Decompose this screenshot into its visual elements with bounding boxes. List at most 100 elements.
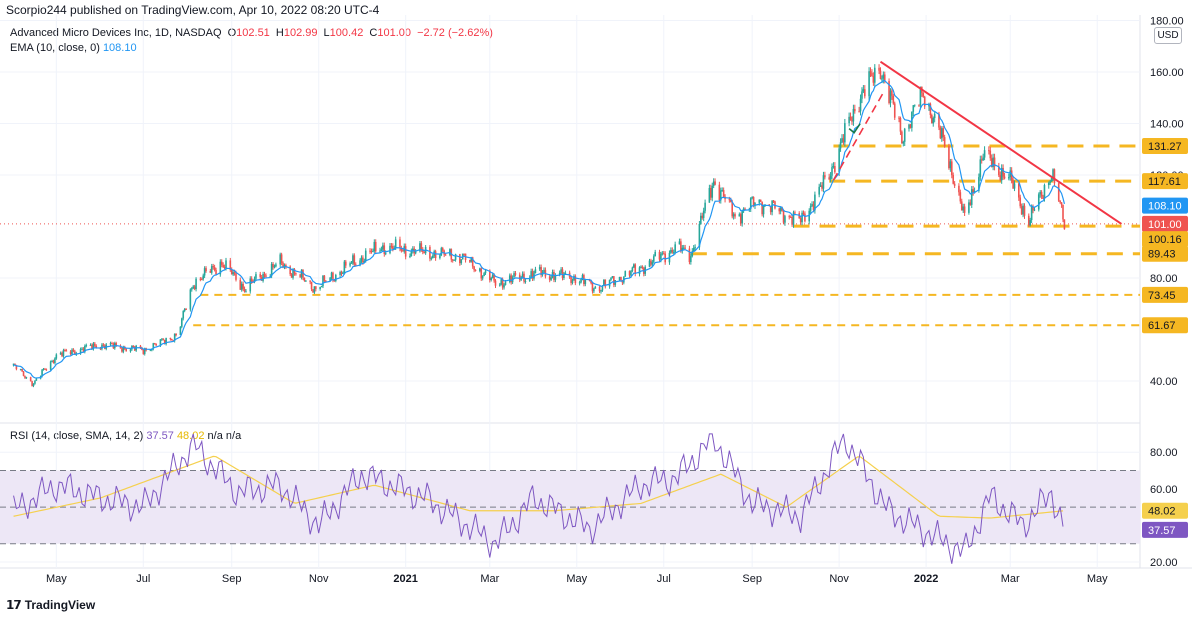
candle-body [430, 258, 433, 260]
x-tick-label: Mar [1001, 573, 1020, 585]
candle-body [372, 251, 374, 253]
candle-body [844, 123, 846, 143]
candle-body [832, 165, 835, 168]
candle-body [25, 377, 28, 379]
candle-body [82, 348, 85, 352]
candle-body [704, 202, 706, 211]
candle-body [708, 187, 711, 203]
ema-label[interactable]: EMA (10, close, 0) [10, 42, 100, 54]
candle-body [369, 250, 371, 252]
x-tick-label: Nov [829, 573, 849, 585]
candle-body [359, 260, 361, 266]
candle-body [350, 262, 353, 264]
rsi-value: 37.57 [146, 430, 174, 442]
candle-body [661, 253, 664, 255]
candle-body [181, 318, 183, 327]
resistance-trendline [879, 60, 1123, 225]
candle-body [824, 175, 826, 178]
candle-body [872, 76, 875, 83]
candle-body [943, 137, 946, 147]
candle-body [81, 348, 83, 350]
candle-body [199, 278, 202, 280]
candle-body [902, 141, 905, 144]
candle-body [41, 369, 43, 377]
low-label: L [323, 27, 330, 39]
candle-body [272, 264, 274, 268]
candle-body [84, 346, 86, 352]
candle-body [841, 138, 843, 143]
candle-body [143, 348, 146, 354]
candle-body [192, 286, 195, 289]
y-tick-label: 40.00 [1150, 376, 1178, 388]
candle-body [684, 247, 686, 249]
candle-body [1042, 196, 1044, 199]
candle-body [394, 239, 397, 249]
candle-body [912, 105, 915, 112]
candle-body [1013, 183, 1016, 189]
rsi-tick-label: 60.00 [1150, 484, 1178, 496]
candle-body [731, 201, 733, 217]
high-label: H [275, 27, 284, 39]
candle-body [85, 345, 88, 347]
candle-body [19, 369, 22, 371]
candle-body [69, 351, 72, 355]
candle-body [280, 254, 283, 263]
candle-body [163, 339, 166, 344]
symbol-name[interactable]: Advanced Micro Devices Inc, 1D, NASDAQ [10, 27, 222, 39]
candle-body [821, 185, 823, 189]
rsi-sma-value: 48.02 [176, 430, 205, 442]
candle-body [423, 251, 426, 254]
candle-body [852, 109, 855, 122]
candle-body [892, 95, 895, 104]
candle-body [564, 272, 567, 275]
candle-body [500, 279, 503, 285]
price-tag-label: 131.27 [1148, 141, 1182, 153]
candle-body [263, 273, 266, 276]
candle-body [561, 269, 564, 278]
candle-body [791, 217, 793, 225]
candle-body [508, 275, 511, 282]
price-tag [1142, 137, 1188, 154]
candle-body [744, 208, 746, 210]
rsi-na-1: n/a [207, 430, 223, 442]
currency-button[interactable]: USD [1154, 27, 1182, 44]
close-value: 101.00 [377, 27, 411, 39]
candle-body [1047, 182, 1050, 186]
candle-body [503, 285, 505, 288]
candle-body [811, 204, 813, 207]
candle-body [738, 214, 741, 217]
candle-body [948, 146, 950, 169]
candle-body [804, 213, 806, 222]
candle-body [808, 210, 810, 222]
candle-body [29, 377, 32, 382]
candle-body [132, 346, 135, 348]
candle-body [923, 96, 926, 107]
candle-body [1032, 206, 1034, 211]
published-line: Scorpio244 published on TradingView.com,… [6, 3, 380, 17]
footer-brand: TradingView [24, 598, 96, 612]
rsi-label[interactable]: RSI (14, close, SMA, 14, 2) [10, 430, 144, 442]
candle-body [61, 352, 63, 357]
candle-body [260, 277, 263, 281]
tradingview-logo-icon: 𝟭𝟳 [6, 598, 22, 612]
candle-body [814, 194, 816, 211]
candle-body [282, 262, 284, 268]
candle-body [72, 349, 75, 352]
candle-body [831, 167, 833, 176]
candle-body [195, 278, 197, 290]
candle-body [399, 239, 401, 249]
candle-body [749, 198, 752, 209]
candle-body [200, 279, 203, 281]
candle-body [219, 261, 222, 275]
candle-body [1062, 204, 1064, 220]
candle-body [988, 150, 990, 152]
candle-body [179, 326, 182, 336]
candle-body [593, 288, 595, 292]
candle-body [578, 282, 581, 284]
candle-body [493, 274, 495, 281]
price-tag [1142, 245, 1188, 262]
candle-body [233, 272, 236, 274]
candle-body [873, 67, 876, 83]
rsi-tag-label: 37.57 [1148, 525, 1176, 537]
